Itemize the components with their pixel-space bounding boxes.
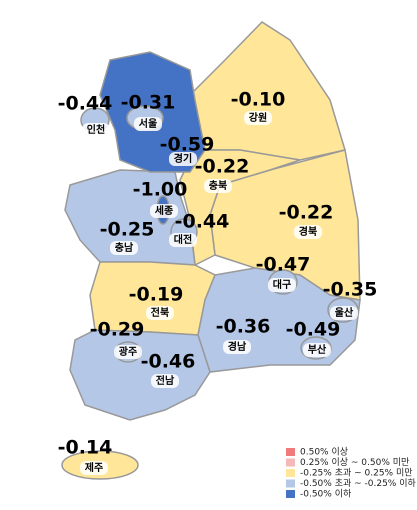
region-name: 전남: [156, 374, 175, 387]
name-box: [268, 278, 296, 292]
legend-swatch: [286, 458, 295, 467]
name-box: [134, 117, 162, 131]
region-name: 인천: [87, 123, 105, 136]
region-value: -0.14: [58, 437, 113, 459]
legend-label: -0.50% 초과 ~ -0.25% 이하: [300, 478, 417, 489]
region-name: 전북: [151, 306, 169, 319]
region-name: 광주: [119, 346, 137, 358]
region-value: -0.22: [195, 156, 250, 178]
name-box: [204, 179, 232, 193]
region-value: -0.35: [323, 279, 378, 301]
name-box: [294, 225, 322, 239]
legend-label: 0.50% 이상: [300, 447, 348, 458]
name-box: [82, 123, 110, 137]
legend-label: -0.50% 이하: [300, 489, 352, 500]
region-value: -0.19: [129, 284, 184, 306]
name-box: [223, 340, 251, 354]
name-box: [110, 241, 138, 255]
region-value: -0.10: [231, 89, 286, 111]
region-name: 울산: [335, 306, 354, 319]
region-value: -0.47: [256, 254, 311, 276]
name-box: [169, 233, 197, 247]
legend-swatch: [286, 469, 295, 477]
name-box: [150, 204, 178, 218]
region-name: 세종: [155, 204, 173, 217]
region-shape: [179, 149, 301, 267]
name-box: [146, 306, 174, 320]
region-value: -0.22: [279, 202, 334, 224]
region-name: 제주: [85, 461, 103, 474]
region-name: 충북: [209, 179, 227, 192]
region-name: 강원: [249, 111, 267, 124]
name-box: [169, 152, 197, 166]
region-value: -0.29: [90, 319, 145, 341]
name-box: [114, 345, 142, 359]
region-name: 경기: [174, 152, 192, 165]
region-value: -1.00: [133, 179, 188, 201]
legend-swatch: [286, 479, 295, 488]
name-box: [244, 111, 272, 125]
name-box: [303, 343, 331, 357]
region-value: -0.44: [175, 211, 230, 233]
region-shape: [69, 329, 211, 421]
legend-label: -0.25% 초과 ~ 0.25% 미만: [300, 468, 413, 479]
region-name: 경남: [228, 340, 247, 353]
region-value: -0.36: [216, 316, 271, 338]
region-name: 대구: [273, 278, 291, 291]
region-value: -0.59: [160, 134, 215, 156]
region-value: -0.31: [121, 92, 176, 114]
name-box: [330, 306, 358, 320]
legend-swatch: [286, 490, 295, 498]
region-name: 서울: [139, 117, 157, 130]
name-box: [151, 374, 179, 388]
region-name: 부산: [308, 343, 327, 356]
legend-swatch: [286, 448, 295, 456]
region-value: -0.49: [286, 319, 341, 341]
region-value: -0.44: [58, 93, 113, 115]
region-name: 경북: [299, 225, 317, 238]
legend-label: 0.25% 이상 ~ 0.50% 미만: [300, 457, 409, 468]
name-box: [80, 461, 108, 475]
region-name: 충남: [115, 241, 134, 254]
region-value: -0.46: [141, 351, 196, 373]
region-value: -0.25: [100, 219, 155, 241]
region-name: 대전: [174, 233, 192, 246]
